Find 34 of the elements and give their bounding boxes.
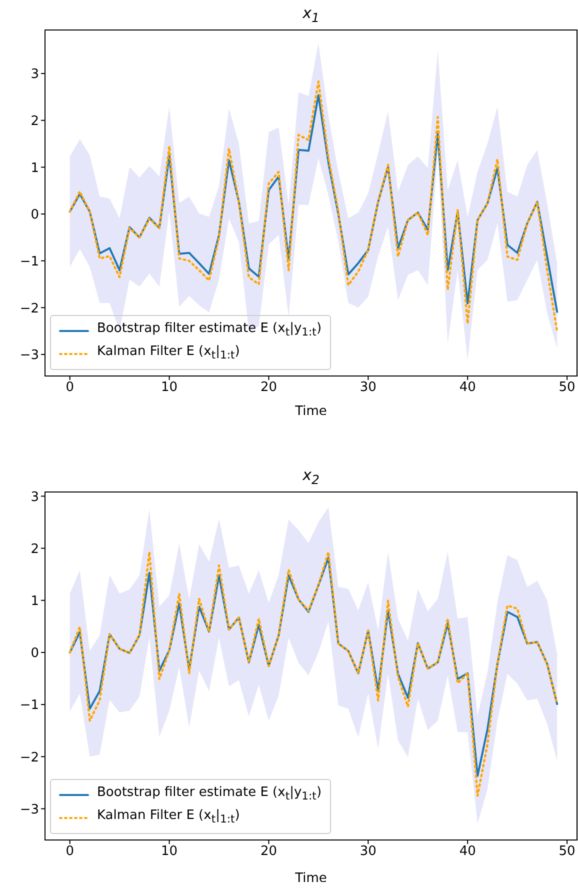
- y-tick-label: −2: [20, 750, 39, 766]
- y-tick-label: −1: [20, 698, 39, 714]
- y-tick-label: 3: [30, 67, 39, 82]
- chart-title: x$_{2}$: [302, 466, 320, 487]
- y-tick-label: 2: [30, 542, 39, 557]
- y-tick-label: 0: [30, 646, 39, 662]
- x-tick-label: 0: [66, 380, 74, 396]
- legend-label: Kalman Filter E (x$_{t}$|$_{1:t}$): [97, 343, 240, 364]
- x-tick-label: 30: [360, 844, 376, 860]
- x-tick-label: 50: [558, 844, 576, 860]
- x-tick-label: 20: [260, 380, 278, 396]
- x-tick-label: 10: [161, 380, 178, 396]
- x-tick-label: 30: [360, 380, 376, 396]
- x-tick-label: 50: [558, 380, 576, 396]
- y-tick-label: −2: [20, 301, 39, 316]
- legend-label: Kalman Filter E (x$_{t}$|$_{1:t}$): [97, 807, 240, 828]
- x-tick-label: 0: [66, 844, 74, 860]
- y-tick-label: −1: [20, 254, 39, 270]
- x-tick-label: 40: [459, 844, 476, 860]
- y-tick-label: −3: [20, 348, 39, 364]
- y-tick-label: 3: [30, 490, 39, 505]
- x-axis-title: Time: [294, 871, 327, 886]
- y-tick-label: 1: [30, 594, 39, 609]
- y-tick-label: −3: [20, 802, 39, 818]
- x-tick-label: 10: [161, 844, 178, 860]
- y-tick-label: 1: [30, 160, 39, 176]
- x-axis-title: Time: [294, 404, 327, 419]
- legend-label: Bootstrap filter estimate E (x$_{t}$|y$_{1:t}$): [97, 784, 322, 804]
- y-tick-label: 2: [30, 114, 39, 129]
- chart-title: x$_{1}$: [302, 4, 320, 25]
- legend-label: Bootstrap filter estimate E (x$_{t}$|y$_{1:t}$): [97, 320, 322, 340]
- x-tick-label: 20: [260, 844, 278, 860]
- x-tick-label: 40: [459, 380, 476, 396]
- y-tick-label: 0: [30, 208, 39, 223]
